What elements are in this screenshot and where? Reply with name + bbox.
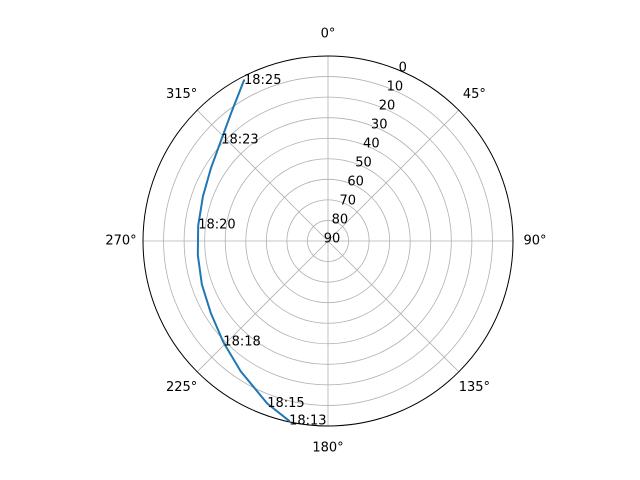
radial-tick-label: 0 bbox=[399, 61, 407, 76]
angle-tick-label: 45° bbox=[463, 87, 486, 102]
time-annotation: 18:15 bbox=[267, 396, 304, 411]
polar-frame bbox=[142, 55, 514, 427]
time-annotation: 18:23 bbox=[221, 133, 258, 148]
polar-grid bbox=[142, 55, 514, 427]
radial-tick-label: 20 bbox=[379, 99, 396, 114]
time-annotation: 18:25 bbox=[244, 73, 281, 88]
radial-tick-label: 80 bbox=[332, 213, 349, 228]
grid-spoke bbox=[196, 109, 329, 242]
radial-tick-label: 40 bbox=[363, 137, 380, 152]
series-line bbox=[196, 79, 291, 422]
grid-spoke bbox=[196, 240, 329, 373]
grid-spoke bbox=[327, 109, 460, 242]
radial-tick-label: 10 bbox=[387, 80, 404, 95]
series-layer bbox=[196, 79, 291, 422]
radial-tick-label: 60 bbox=[347, 175, 364, 190]
angle-tick-label: 315° bbox=[166, 87, 197, 102]
time-annotation: 18:20 bbox=[198, 218, 235, 233]
angle-tick-label: 90° bbox=[523, 234, 546, 249]
radial-tick-label: 30 bbox=[371, 118, 388, 133]
label-layer: 0° 45° 90° 135° 180° 225° 270° 315° 0 10 20 30 40 50 6… bbox=[105, 27, 546, 456]
radial-tick-label: 50 bbox=[355, 156, 372, 171]
angle-tick-label: 180° bbox=[312, 441, 343, 456]
angle-tick-label: 270° bbox=[105, 234, 136, 249]
angle-tick-label: 135° bbox=[459, 380, 490, 395]
time-annotation: 18:18 bbox=[223, 335, 260, 350]
angle-tick-label: 0° bbox=[321, 27, 336, 42]
time-annotation: 18:13 bbox=[289, 413, 326, 428]
radial-tick-label: 70 bbox=[339, 194, 356, 209]
grid-spoke bbox=[327, 240, 460, 373]
angle-tick-label: 225° bbox=[166, 380, 197, 395]
radial-tick-label: 90 bbox=[324, 232, 341, 247]
